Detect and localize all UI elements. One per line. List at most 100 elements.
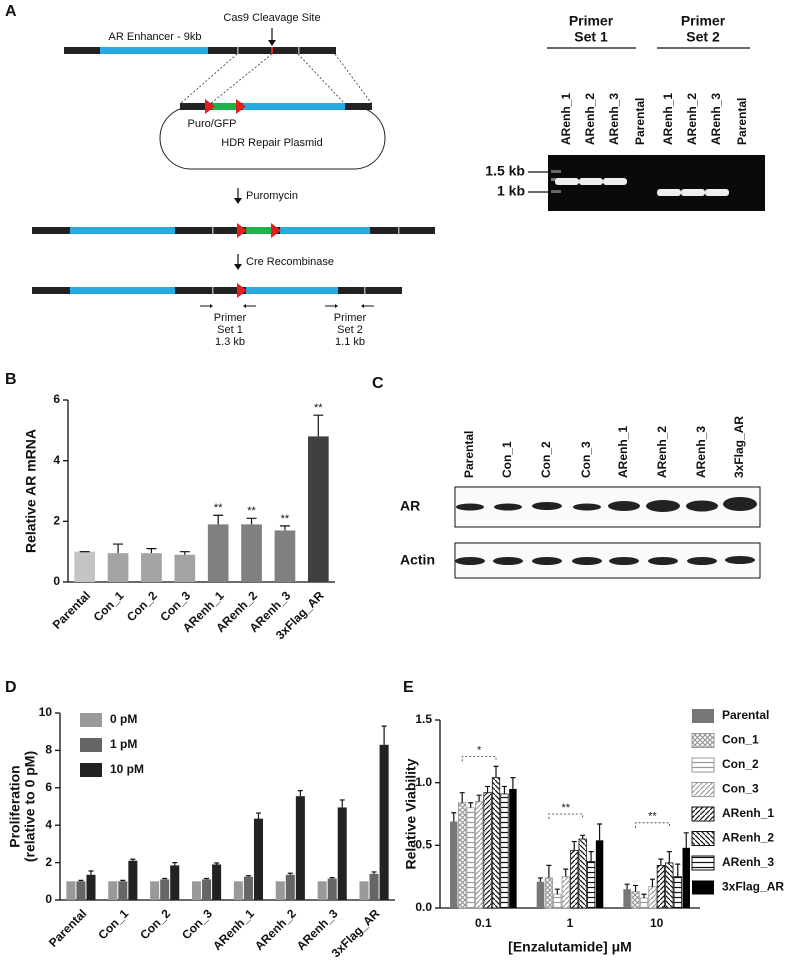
error-bar bbox=[633, 884, 639, 892]
genome-bar bbox=[32, 227, 435, 234]
y-tick-label: 4 bbox=[45, 817, 52, 831]
primer-label: Set 1 bbox=[217, 324, 243, 336]
primer-heads bbox=[210, 304, 364, 308]
bar bbox=[648, 886, 657, 909]
step-label: Cre Recombinase bbox=[246, 256, 334, 268]
primer-label: 1.1 kb bbox=[335, 336, 365, 348]
y-tick-label: 2 bbox=[45, 855, 52, 869]
error-bar bbox=[476, 794, 482, 802]
arrow-head bbox=[234, 264, 242, 270]
puro-gfp bbox=[212, 103, 240, 110]
bar bbox=[74, 551, 96, 582]
lane-label: ARenh_2 bbox=[583, 93, 597, 145]
y-axis-label: Relative AR mRNA bbox=[23, 429, 39, 553]
error-bar bbox=[493, 765, 499, 778]
bar bbox=[491, 777, 501, 909]
band bbox=[705, 189, 729, 196]
bar bbox=[86, 874, 96, 900]
error-bar bbox=[213, 514, 224, 525]
bar bbox=[327, 878, 337, 900]
y-tick-label: 0.5 bbox=[415, 838, 432, 852]
y-tick-label: 1.0 bbox=[415, 775, 432, 789]
bar bbox=[466, 807, 475, 909]
row-label: AR bbox=[400, 498, 420, 514]
x-tick-label: ARenh_2 bbox=[252, 906, 299, 953]
legend-swatch bbox=[692, 709, 714, 723]
bar bbox=[150, 881, 160, 900]
panel-label: A bbox=[5, 3, 17, 20]
homology-line bbox=[334, 53, 373, 105]
lane-label: ARenh_3 bbox=[694, 426, 708, 478]
enhancer-segment bbox=[246, 287, 338, 294]
enhancer-label: AR Enhancer - 9kb bbox=[109, 31, 202, 43]
x-tick-label: 1 bbox=[567, 916, 574, 930]
loxp bbox=[237, 283, 247, 298]
homology-line bbox=[209, 53, 273, 105]
error-bar bbox=[649, 878, 655, 887]
error-bar bbox=[179, 551, 190, 555]
bar bbox=[317, 881, 327, 900]
error-bar bbox=[214, 862, 220, 865]
bar bbox=[274, 530, 296, 582]
error-bar bbox=[468, 802, 474, 808]
error-bar bbox=[485, 785, 491, 793]
bar bbox=[76, 881, 86, 900]
homology-line bbox=[179, 53, 238, 105]
significance: ** bbox=[648, 811, 657, 823]
bar bbox=[207, 524, 229, 582]
error-bar bbox=[162, 877, 168, 880]
bar bbox=[241, 524, 262, 582]
lane-label: ARenh_1 bbox=[661, 93, 675, 145]
error-bar bbox=[339, 799, 345, 808]
enhancer-segment bbox=[100, 47, 208, 54]
lane-labels: ARenh_1 ARenh_2 ARenh_3 Parental ARenh_1 ARen… bbox=[559, 93, 749, 145]
x-tick-label: Con_1 bbox=[91, 588, 127, 624]
legend-swatch bbox=[80, 738, 102, 752]
separator bbox=[237, 47, 239, 54]
error-bar bbox=[510, 777, 516, 789]
error-bar bbox=[279, 525, 290, 531]
bar bbox=[212, 864, 222, 900]
bar bbox=[474, 801, 484, 909]
separator bbox=[212, 227, 214, 234]
bar bbox=[369, 873, 379, 900]
bar bbox=[285, 874, 295, 900]
error-bar bbox=[246, 517, 257, 525]
bar bbox=[108, 881, 118, 900]
legend-label: 1 pM bbox=[110, 737, 137, 751]
bar bbox=[66, 881, 76, 900]
lane-label: 3xFlag_AR bbox=[732, 416, 746, 478]
primer-label: Primer bbox=[214, 312, 247, 324]
significance: * bbox=[477, 744, 482, 756]
bar bbox=[673, 876, 682, 909]
bar bbox=[337, 807, 347, 900]
marker-band bbox=[551, 170, 561, 173]
legend-swatch bbox=[691, 806, 715, 822]
bar bbox=[536, 881, 545, 908]
bar bbox=[170, 865, 180, 900]
step-label: Puromycin bbox=[246, 190, 298, 202]
x-tick-label: Con_2 bbox=[137, 906, 173, 942]
legend-label: Parental bbox=[722, 708, 769, 722]
band bbox=[555, 178, 579, 185]
y-tick-label: 0 bbox=[53, 574, 60, 588]
significance: ** bbox=[561, 802, 570, 814]
error-bar bbox=[597, 823, 603, 841]
error-bar bbox=[297, 790, 303, 797]
bar bbox=[587, 861, 596, 909]
legend-swatch bbox=[80, 763, 102, 777]
lane-label: ARenh_2 bbox=[685, 93, 699, 145]
enhancer-segment bbox=[70, 227, 175, 234]
error-bar bbox=[113, 543, 124, 554]
panel-label: C bbox=[372, 375, 384, 392]
x-axis-label: [Enzalutamide] μM bbox=[508, 939, 632, 955]
loxp bbox=[236, 99, 246, 114]
bar bbox=[570, 849, 579, 909]
error-bar bbox=[451, 812, 457, 822]
bar bbox=[509, 788, 517, 908]
bar bbox=[483, 792, 492, 909]
bar bbox=[191, 881, 202, 900]
bar bbox=[141, 553, 162, 582]
y-tick-label: 6 bbox=[45, 780, 52, 794]
primer-label: Primer bbox=[334, 312, 367, 324]
